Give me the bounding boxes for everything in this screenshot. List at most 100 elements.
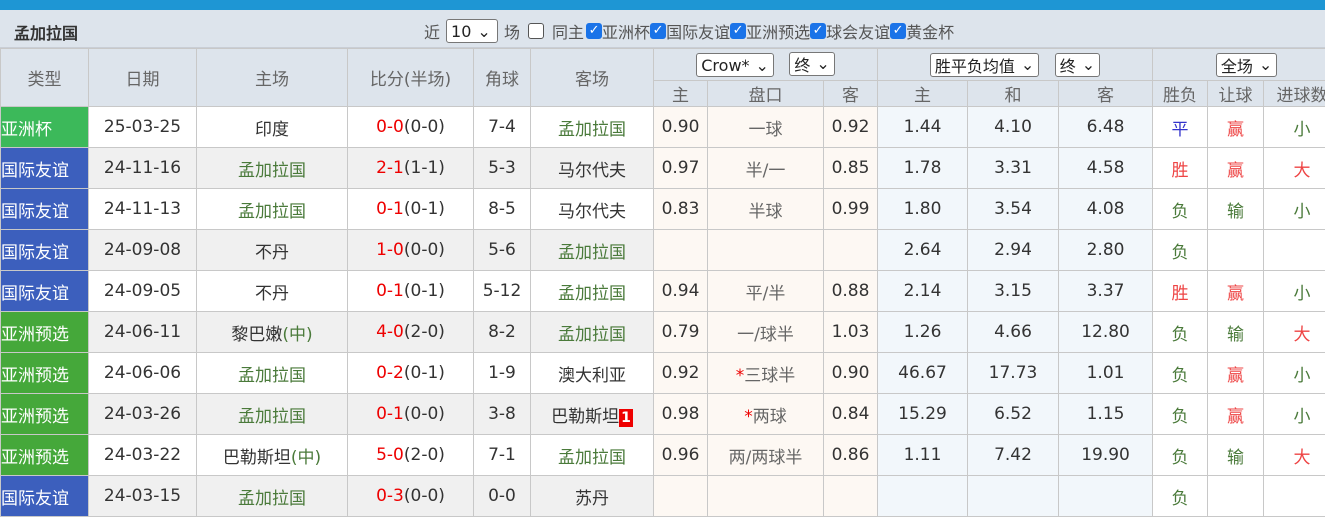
match-type[interactable]: 国际友谊 [1, 230, 89, 271]
match-count-select[interactable]: 10⌄ [446, 19, 498, 43]
ah-away-odds [824, 230, 878, 271]
half-time-score: (0-1) [404, 199, 445, 219]
score-cell[interactable]: 1-0(0-0) [348, 230, 474, 271]
header-date: 日期 [89, 49, 197, 107]
away-team[interactable]: 孟加拉国 [558, 284, 626, 304]
score-cell[interactable]: 0-0(0-0) [348, 107, 474, 148]
match-type[interactable]: 国际友谊 [1, 148, 89, 189]
scope-select[interactable]: 全场 ⌄ [1216, 53, 1277, 77]
away-team[interactable]: 马尔代夫 [558, 161, 626, 181]
matches-label: 场 [504, 19, 520, 43]
table-row: 国际友谊 24-11-13 孟加拉国 0-1(0-1) 8-5 马尔代夫 0.8… [1, 189, 1325, 230]
eu-draw-odds: 4.10 [968, 107, 1059, 148]
header-result: 全场 ⌄ [1153, 49, 1325, 81]
score-cell[interactable]: 0-1(0-0) [348, 394, 474, 435]
euro-final-select[interactable]: 终⌄ [1055, 53, 1100, 77]
home-cell: 不丹 [197, 230, 348, 271]
eu-away-odds: 6.48 [1059, 107, 1153, 148]
full-time-score: 0-1 [376, 404, 404, 424]
corner-score: 7-4 [474, 107, 531, 148]
ah-line-cell: 半/一 [708, 148, 824, 189]
score-cell[interactable]: 0-3(0-0) [348, 476, 474, 517]
eu-home-odds: 46.67 [878, 353, 968, 394]
half-time-score: (0-0) [404, 404, 445, 424]
home-team[interactable]: 印度 [255, 120, 289, 140]
corner-score: 5-6 [474, 230, 531, 271]
league-checkbox[interactable]: ✓ [650, 23, 666, 39]
half-time-score: (0-0) [404, 486, 445, 506]
full-time-score: 2-1 [376, 158, 404, 178]
league-checkbox[interactable]: ✓ [586, 23, 602, 39]
ah-line-cell: *两球 [708, 394, 824, 435]
result-goals: 大 [1264, 148, 1325, 189]
match-type[interactable]: 国际友谊 [1, 189, 89, 230]
away-team[interactable]: 马尔代夫 [558, 202, 626, 222]
home-team[interactable]: 巴勒斯坦 [223, 448, 291, 468]
result-wl: 负 [1153, 476, 1208, 517]
away-team[interactable]: 澳大利亚 [558, 366, 626, 386]
score-cell[interactable]: 2-1(1-1) [348, 148, 474, 189]
home-team[interactable]: 孟加拉国 [238, 407, 306, 427]
match-type[interactable]: 国际友谊 [1, 476, 89, 517]
home-team[interactable]: 黎巴嫩 [231, 325, 282, 345]
home-team[interactable]: 不丹 [255, 284, 289, 304]
handicap-line: 一球 [749, 120, 783, 140]
score-cell[interactable]: 0-1(0-1) [348, 271, 474, 312]
ah-home-odds: 0.83 [654, 189, 708, 230]
home-team[interactable]: 孟加拉国 [238, 366, 306, 386]
same-host-label: 同主 [552, 19, 584, 43]
score-cell[interactable]: 4-0(2-0) [348, 312, 474, 353]
league-checkbox[interactable]: ✓ [730, 23, 746, 39]
eu-home-odds: 15.29 [878, 394, 968, 435]
league-checkbox[interactable]: ✓ [810, 23, 826, 39]
scope-value: 全场 [1221, 53, 1253, 77]
match-type[interactable]: 亚洲预选 [1, 435, 89, 476]
match-type[interactable]: 亚洲预选 [1, 394, 89, 435]
handicap-line: 半/一 [746, 161, 786, 181]
table-row: 亚洲杯 25-03-25 印度 0-0(0-0) 7-4 孟加拉国 0.90 一… [1, 107, 1325, 148]
match-type[interactable]: 亚洲预选 [1, 312, 89, 353]
match-date: 24-03-15 [89, 476, 197, 517]
ah-away-odds: 0.88 [824, 271, 878, 312]
chevron-down-icon: ⌄ [1259, 55, 1272, 74]
score-cell[interactable]: 0-1(0-1) [348, 189, 474, 230]
match-type[interactable]: 国际友谊 [1, 271, 89, 312]
home-team[interactable]: 不丹 [255, 243, 289, 263]
home-team[interactable]: 孟加拉国 [238, 161, 306, 181]
header-eu-home: 主 [878, 81, 968, 107]
same-host-checkbox[interactable] [528, 23, 544, 39]
match-date: 24-03-22 [89, 435, 197, 476]
league-checkbox[interactable]: ✓ [890, 23, 906, 39]
match-type[interactable]: 亚洲杯 [1, 107, 89, 148]
away-team[interactable]: 孟加拉国 [558, 448, 626, 468]
handicap-line: 两/两球半 [729, 448, 803, 468]
score-cell[interactable]: 0-2(0-1) [348, 353, 474, 394]
odds-type-select[interactable]: 胜平负均值⌄ [930, 53, 1039, 77]
away-team[interactable]: 巴勒斯坦 [551, 407, 619, 427]
full-time-score: 4-0 [376, 322, 404, 342]
result-goals: 小 [1264, 394, 1325, 435]
away-team[interactable]: 孟加拉国 [558, 120, 626, 140]
match-type[interactable]: 亚洲预选 [1, 353, 89, 394]
home-team[interactable]: 孟加拉国 [238, 489, 306, 509]
home-team[interactable]: 孟加拉国 [238, 202, 306, 222]
away-team[interactable]: 苏丹 [575, 489, 609, 509]
away-team[interactable]: 孟加拉国 [558, 243, 626, 263]
score-cell[interactable]: 5-0(2-0) [348, 435, 474, 476]
header-eu-away: 客 [1059, 81, 1153, 107]
ah-home-odds [654, 230, 708, 271]
home-cell: 孟加拉国 [197, 476, 348, 517]
ah-line-cell [708, 476, 824, 517]
asian-final-select[interactable]: 终⌄ [789, 52, 834, 76]
result-goals: 大 [1264, 312, 1325, 353]
star-marker: * [736, 366, 745, 386]
ah-line-cell: 两/两球半 [708, 435, 824, 476]
company-select[interactable]: Crow*⌄ [696, 53, 774, 77]
result-handicap: 输 [1208, 435, 1264, 476]
corner-score: 5-3 [474, 148, 531, 189]
ah-away-odds: 0.84 [824, 394, 878, 435]
ah-line-cell: 一球 [708, 107, 824, 148]
header-ah-home: 主 [654, 81, 708, 107]
away-team[interactable]: 孟加拉国 [558, 325, 626, 345]
